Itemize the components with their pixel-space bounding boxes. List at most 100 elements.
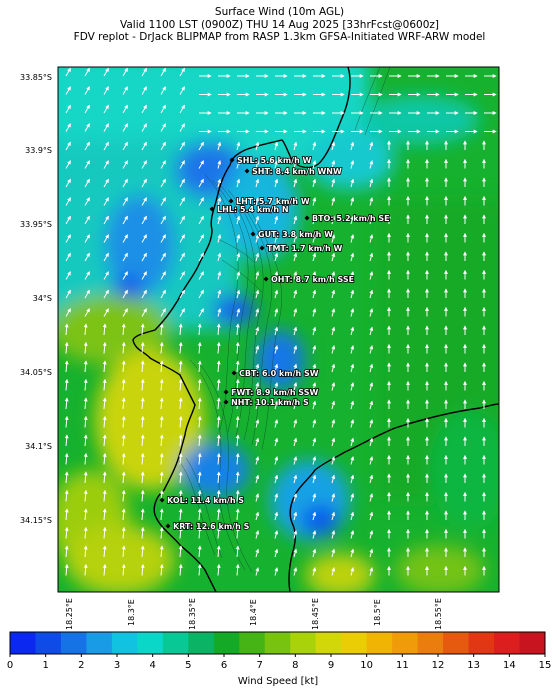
- wind-arrow: [369, 511, 374, 521]
- wind-arrow: [293, 400, 298, 410]
- wind-arrow: [141, 308, 147, 317]
- wind-arrow: [331, 363, 336, 373]
- wind-arrow: [141, 141, 147, 151]
- wind-arrow: [159, 360, 164, 373]
- wind-arrow: [141, 215, 147, 225]
- wind-arrow: [160, 234, 166, 243]
- wind-arrow: [331, 234, 336, 243]
- wind-arrow: [159, 452, 164, 465]
- wind-arrow: [83, 341, 88, 354]
- wind-arrow: [65, 160, 71, 169]
- wind-arrow: [140, 323, 145, 336]
- station-marker-cbt: [231, 370, 237, 376]
- colorbar-tick-label: 5: [185, 660, 191, 671]
- wind-arrow: [103, 178, 109, 188]
- colorbar-tick-label: 12: [432, 660, 445, 671]
- wind-arrow: [274, 474, 279, 484]
- wind-arrow: [236, 141, 241, 151]
- wind-arrow: [64, 397, 69, 410]
- wind-arrow: [293, 141, 298, 151]
- terrain-contours: [177, 67, 391, 573]
- wind-arrow: [141, 197, 147, 206]
- map-panel: SHL: 5.6 km/h W SHT: 8.4 km/h WNW LHT: 5.7…: [57, 66, 500, 593]
- wind-arrow: [369, 548, 374, 558]
- wind-arrow: [236, 289, 241, 299]
- station-marker-nht: [223, 399, 229, 405]
- wind-arrow: [331, 456, 336, 465]
- wind-arrow: [198, 289, 204, 299]
- wind-arrow: [103, 104, 109, 114]
- wind-arrow: [255, 493, 260, 502]
- wind-arrow: [64, 508, 69, 521]
- wind-arrow: [64, 434, 69, 447]
- wind-arrow: [178, 545, 183, 558]
- wind-arrow: [159, 397, 164, 410]
- wind-arrow: [369, 252, 374, 262]
- wind-arrow: [235, 323, 240, 336]
- wind-arrow: [102, 341, 107, 354]
- wind-arrow: [122, 252, 128, 262]
- wind-arrow: [197, 360, 202, 373]
- wind-arrow: [64, 471, 69, 484]
- wind-arrow: [331, 160, 336, 169]
- wind-arrow: [198, 215, 204, 225]
- wind-arrow: [312, 419, 317, 428]
- wind-arrow: [217, 308, 222, 317]
- colorbar-swatch: [111, 632, 138, 654]
- wind-arrow: [65, 308, 71, 317]
- station-marker-bto: [304, 215, 310, 221]
- wind-arrow: [274, 493, 279, 502]
- wind-arrow: [369, 382, 374, 391]
- station-marker-sht: [244, 168, 250, 174]
- wind-arrow: [83, 508, 88, 521]
- wind-arrow: [159, 526, 164, 539]
- wind-arrow: [197, 323, 202, 336]
- wind-arrow: [198, 252, 204, 262]
- wind-arrow: [293, 511, 298, 521]
- wind-arrow: [159, 508, 164, 521]
- wind-arrow: [160, 271, 166, 280]
- colorbar: 0 1 2 3 4 5 6 7 8 9 10 11 12 13 14 15: [7, 631, 551, 671]
- wind-arrow: [122, 141, 128, 151]
- wind-arrow: [350, 437, 355, 447]
- wind-arrow: [140, 341, 145, 354]
- wind-arrow: [122, 289, 128, 299]
- lat-tick-label: 33.9°S: [25, 146, 52, 155]
- lat-tick-label: 33.85°S: [20, 73, 52, 82]
- wind-arrow: [65, 123, 71, 132]
- lat-tick-label: 34.05°S: [20, 368, 52, 377]
- wind-arrow: [178, 508, 183, 521]
- wind-arrow: [141, 123, 147, 132]
- wind-arrow: [274, 400, 279, 410]
- wind-arrow: [369, 271, 374, 280]
- wind-arrow: [84, 178, 90, 188]
- wind-arrow: [369, 178, 374, 188]
- wind-arrow: [350, 345, 355, 354]
- wind-arrow: [235, 545, 240, 558]
- wind-arrow: [274, 178, 279, 188]
- longitude-axis: 18.25°E 18.3°E 18.35°E 18.4°E 18.45°E 18…: [65, 598, 443, 630]
- lon-tick-label: 18.5°E: [373, 599, 382, 626]
- wind-arrow: [369, 400, 374, 410]
- colorbar-tick-label: 8: [292, 660, 298, 671]
- wind-arrow: [331, 530, 336, 539]
- wind-arrow: [350, 141, 355, 151]
- wind-arrow: [350, 530, 355, 539]
- wind-arrow: [293, 326, 298, 336]
- lon-tick-label: 18.25°E: [65, 598, 74, 630]
- wind-arrow: [331, 289, 336, 299]
- wind-arrow: [160, 141, 166, 151]
- colorbar-swatch: [494, 632, 520, 654]
- wind-arrow: [331, 548, 336, 558]
- wind-arrow: [103, 308, 109, 317]
- station-label-krt: KRT: 12.6 km/h S: [173, 522, 250, 531]
- wind-arrow: [103, 160, 109, 169]
- colorbar-frame: [9, 631, 546, 655]
- wind-arrow: [141, 178, 147, 188]
- wind-arrow: [122, 271, 128, 280]
- wind-arrow: [140, 378, 145, 391]
- wind-arrow: [160, 160, 166, 169]
- wind-arrow: [217, 215, 222, 225]
- wind-arrow: [179, 308, 185, 317]
- wind-arrow: [216, 360, 221, 373]
